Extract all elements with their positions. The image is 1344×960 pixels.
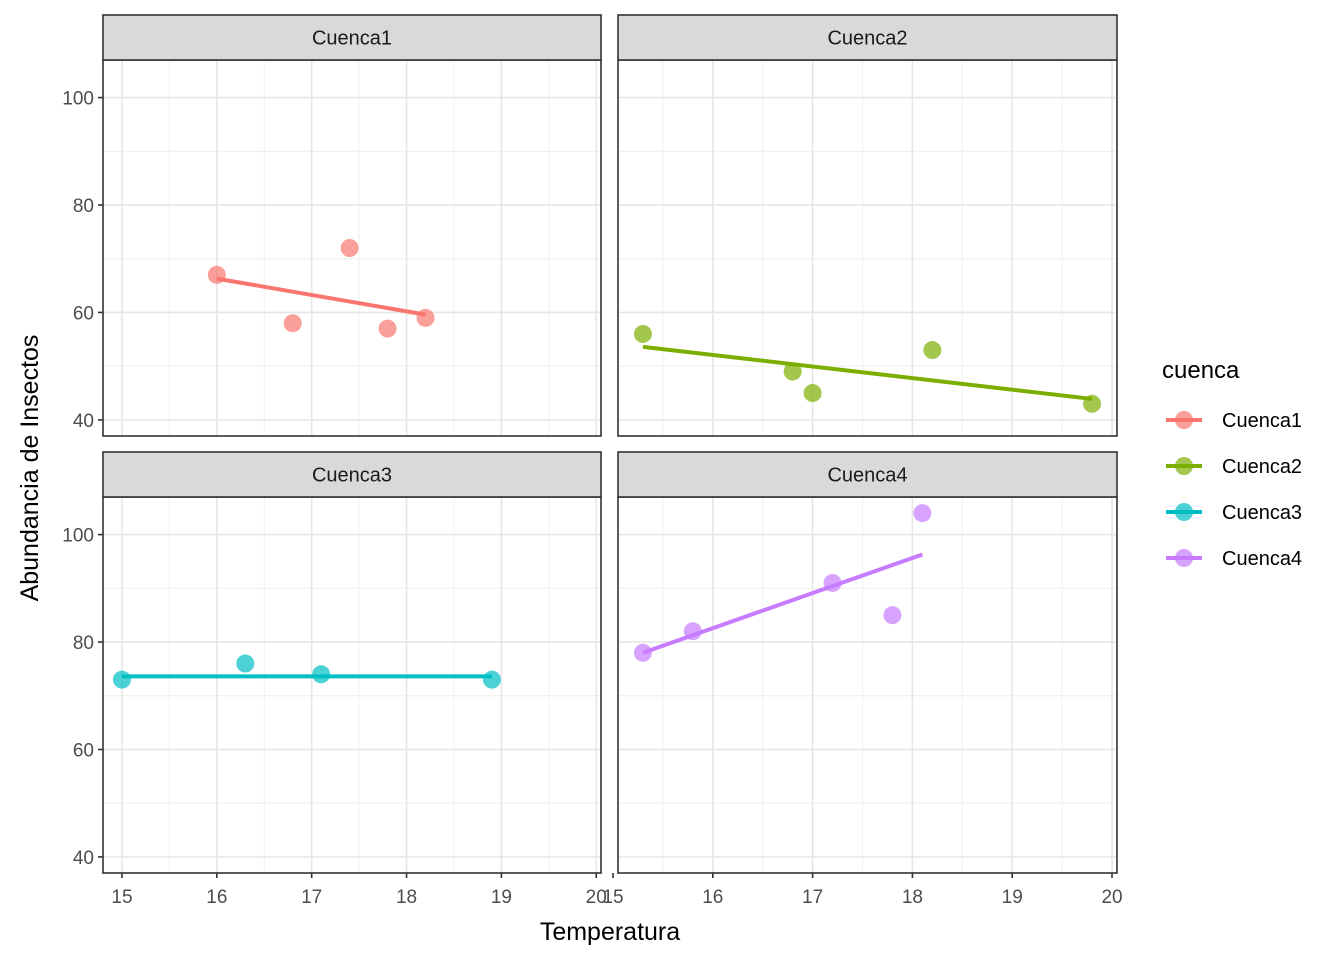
gridlines xyxy=(618,60,1117,436)
x-tick-label: 19 xyxy=(1002,887,1023,908)
data-point xyxy=(236,654,255,673)
legend: cuenca Cuenca1 Cuenca2 Cuenca3 Cuenca4 xyxy=(1162,357,1302,570)
legend-item-cuenca4: Cuenca4 xyxy=(1166,548,1302,570)
legend-label: Cuenca3 xyxy=(1222,502,1302,524)
facet-strip xyxy=(102,451,602,498)
x-tick-label: 17 xyxy=(301,887,322,908)
panel-cuenca1: Cuenca1 40 60 80 100 xyxy=(62,14,602,437)
x-tick-label: 19 xyxy=(491,887,512,908)
legend-label: Cuenca1 xyxy=(1222,410,1302,432)
panel-cuenca3: Cuenca3 40 60 80 100 15 16 17 18 19 20 xyxy=(62,451,607,908)
x-tick-label: 17 xyxy=(802,887,823,908)
x-tick-label: 15 xyxy=(602,887,623,908)
y-tick-label: 80 xyxy=(73,196,94,217)
data-point xyxy=(913,504,932,523)
legend-label: Cuenca2 xyxy=(1222,456,1302,478)
panel-background xyxy=(618,60,1117,436)
data-point xyxy=(283,314,302,333)
x-tick-label: 16 xyxy=(702,887,723,908)
legend-key-point xyxy=(1175,549,1193,567)
panel-cuenca2: Cuenca2 xyxy=(617,14,1118,437)
facet-strip-label: Cuenca1 xyxy=(312,28,392,50)
data-point xyxy=(416,308,435,327)
panel-background xyxy=(618,497,1117,873)
x-tick-label: 18 xyxy=(396,887,417,908)
y-tick-label: 100 xyxy=(62,526,94,547)
fit-line-cuenca1 xyxy=(216,276,426,317)
panels: Cuenca1 40 60 80 100 Cuenca2 Cuenca3 40 60 80 100 1… xyxy=(62,14,1123,908)
data-point xyxy=(633,324,652,343)
data-point xyxy=(340,239,359,257)
legend-key-point xyxy=(1175,503,1193,521)
y-tick-label: 60 xyxy=(73,740,94,761)
legend-key-point xyxy=(1175,411,1193,429)
facet-strip-label: Cuenca4 xyxy=(827,465,907,487)
facet-strip-label: Cuenca2 xyxy=(827,28,907,50)
y-axis-title: Abundancia de Insectos xyxy=(16,335,44,602)
panel-cuenca4: Cuenca4 15 16 17 18 19 20 xyxy=(602,451,1123,908)
legend-item-cuenca3: Cuenca3 xyxy=(1166,502,1302,524)
panel-background xyxy=(103,497,601,873)
y-tick-label: 40 xyxy=(73,411,94,432)
gridlines xyxy=(618,497,1117,873)
y-tick-label: 80 xyxy=(73,633,94,654)
data-point xyxy=(633,643,652,662)
x-tick-label: 15 xyxy=(111,887,132,908)
legend-label: Cuenca4 xyxy=(1222,548,1302,570)
y-tick-label: 40 xyxy=(73,848,94,869)
x-tick-label: 16 xyxy=(206,887,227,908)
legend-title: cuenca xyxy=(1162,357,1240,384)
x-axis-title: Temperatura xyxy=(540,918,680,946)
data-point xyxy=(683,622,702,641)
facet-strip-label: Cuenca3 xyxy=(312,465,392,487)
legend-item-cuenca2: Cuenca2 xyxy=(1166,456,1302,478)
facet-strip xyxy=(617,451,1118,498)
data-point xyxy=(482,670,501,689)
data-point xyxy=(378,319,397,338)
y-tick-label: 60 xyxy=(73,303,94,324)
data-point xyxy=(207,265,226,284)
legend-item-cuenca1: Cuenca1 xyxy=(1166,410,1302,432)
data-point xyxy=(823,573,842,592)
x-tick-label: 18 xyxy=(902,887,923,908)
data-point xyxy=(923,341,942,360)
data-point xyxy=(883,606,902,625)
legend-key-point xyxy=(1175,457,1193,475)
facet-strip xyxy=(102,14,602,61)
x-tick-label: 20 xyxy=(1101,887,1122,908)
data-point xyxy=(1083,394,1102,413)
data-point xyxy=(112,670,131,689)
gridlines xyxy=(103,60,601,436)
facet-strip xyxy=(617,14,1118,61)
x-tick-label: 20 xyxy=(586,887,607,908)
data-point xyxy=(312,665,331,684)
data-point xyxy=(783,362,802,381)
y-tick-label: 100 xyxy=(62,89,94,110)
data-point xyxy=(803,384,822,403)
fit-line-cuenca2 xyxy=(642,344,1093,401)
